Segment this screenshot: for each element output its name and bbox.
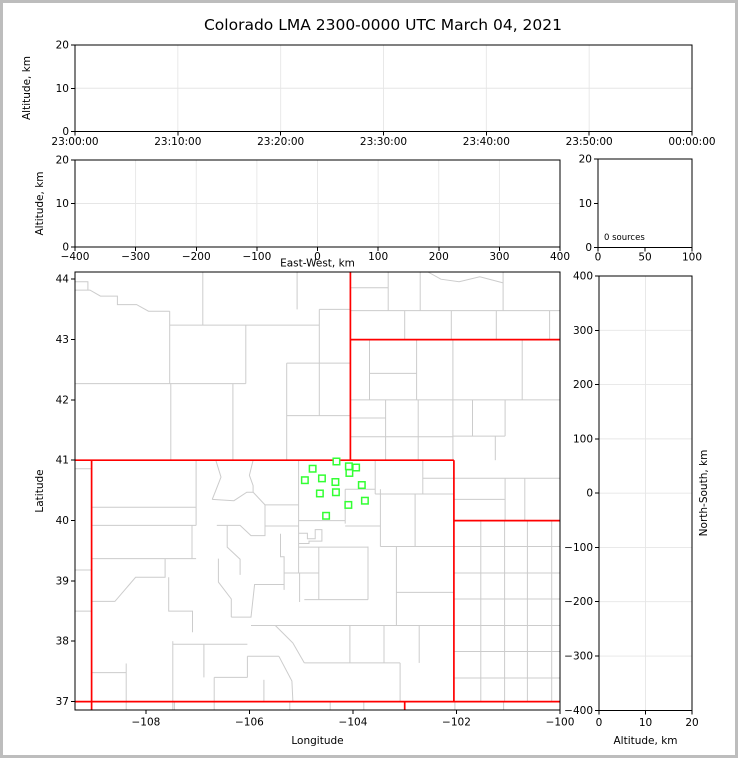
county-line	[91, 558, 166, 602]
county-line	[226, 525, 241, 575]
lma-station-marker	[344, 500, 353, 509]
x-tick-label: 50	[638, 252, 651, 264]
x-tick-label: 100	[368, 251, 388, 263]
x-tick-label: 23:00:00	[51, 136, 98, 148]
county-line	[252, 491, 266, 506]
y-tick-label: 41	[56, 455, 69, 467]
lma-station-marker	[345, 468, 354, 477]
y-tick-label: 39	[56, 575, 69, 587]
map-xlabel: Longitude	[291, 735, 343, 747]
county-line	[427, 271, 504, 284]
y-tick-label: 20	[56, 40, 69, 52]
x-tick-label: −100	[546, 717, 575, 729]
y-tick-label: 300	[573, 325, 593, 337]
x-tick-label: 400	[550, 251, 570, 263]
lma-station-marker	[357, 481, 366, 490]
x-tick-label: 0	[596, 717, 603, 729]
y-tick-label: 10	[56, 198, 69, 210]
x-tick-label: −300	[121, 251, 150, 263]
lma-station-marker	[352, 463, 361, 472]
x-tick-label: −100	[242, 251, 271, 263]
county-line	[280, 533, 285, 590]
county-line	[298, 529, 323, 544]
x-tick-label: 23:50:00	[566, 136, 613, 148]
county-line	[274, 625, 305, 664]
y-tick-label: 0	[586, 488, 593, 500]
lma-station-marker	[332, 457, 341, 466]
y-tick-label: 0	[62, 126, 69, 138]
x-tick-label: −400	[61, 251, 90, 263]
y-tick-label: 200	[573, 379, 593, 391]
map-ylabel: Latitude	[34, 469, 46, 512]
x-tick-label: 23:20:00	[257, 136, 304, 148]
x-tick-label: 0	[595, 252, 602, 264]
y-tick-label: 10	[579, 198, 592, 210]
y-tick-label: 400	[573, 271, 593, 283]
county-line	[217, 558, 232, 618]
ns-panel-xlabel: Altitude, km	[613, 735, 677, 747]
lma-station-marker	[315, 489, 324, 498]
county-line	[278, 656, 294, 702]
x-tick-label: −200	[182, 251, 211, 263]
y-tick-label: 100	[573, 433, 593, 445]
x-tick-label: 23:10:00	[154, 136, 201, 148]
county-line	[212, 491, 254, 502]
county-line	[75, 281, 89, 291]
y-tick-label: −100	[564, 542, 593, 554]
county-line	[248, 460, 254, 493]
county-line	[231, 584, 285, 618]
map-panel-box	[74, 271, 561, 711]
y-tick-label: 0	[585, 242, 592, 254]
y-tick-label: 44	[56, 274, 70, 286]
x-tick-label: 0	[314, 251, 321, 263]
ew-panel-ylabel: Altitude, km	[34, 171, 46, 235]
lma-station-marker	[331, 488, 340, 497]
y-tick-label: 10	[56, 83, 69, 95]
x-tick-label: −108	[131, 717, 160, 729]
x-tick-label: −106	[235, 717, 264, 729]
ew-panel-xlabel: East-West, km	[280, 258, 355, 270]
y-tick-label: 37	[56, 696, 69, 708]
plot-title: Colorado LMA 2300-0000 UTC March 04, 202…	[204, 16, 562, 34]
lma-station-marker	[322, 511, 331, 520]
y-tick-label: −200	[564, 596, 593, 608]
lma-station-marker	[317, 474, 326, 483]
x-tick-label: 100	[682, 252, 702, 264]
x-tick-label: 20	[685, 717, 698, 729]
y-tick-label: 42	[56, 394, 69, 406]
county-line	[216, 524, 266, 537]
ns-panel-ylabel: North-South, km	[698, 450, 710, 537]
generated-plot-content: 23:00:00 23:10:00 23:20:00 23:30:00 23:40:00…	[51, 40, 715, 729]
x-tick-label: −104	[339, 717, 368, 729]
lma-station-marker	[360, 496, 369, 505]
y-tick-label: 0	[62, 242, 69, 254]
x-tick-label: 23:30:00	[360, 136, 407, 148]
y-tick-label: 40	[56, 515, 69, 527]
lma-station-marker	[308, 464, 317, 473]
x-tick-label: 300	[489, 251, 509, 263]
x-tick-label: 10	[639, 717, 652, 729]
time-panel-ylabel: Altitude, km	[21, 56, 33, 120]
y-tick-label: 43	[56, 334, 69, 346]
y-tick-label: 20	[56, 155, 69, 167]
y-tick-label: 20	[579, 154, 592, 166]
y-tick-label: −300	[564, 651, 593, 663]
x-tick-label: −102	[442, 717, 471, 729]
county-line	[211, 460, 222, 500]
lma-station-marker	[331, 478, 340, 487]
lma-plot-svg: Colorado LMA 2300-0000 UTC March 04, 202…	[21, 16, 716, 747]
x-tick-label: 23:40:00	[463, 136, 510, 148]
x-tick-label: 00:00:00	[668, 136, 715, 148]
x-tick-label: 200	[429, 251, 449, 263]
county-line	[168, 577, 193, 633]
lma-station-marker	[300, 476, 309, 485]
y-tick-label: −400	[564, 705, 593, 717]
source-count-annotation: 0 sources	[604, 233, 645, 243]
county-line	[75, 289, 170, 312]
lma-station-marker	[344, 462, 353, 471]
y-tick-label: 38	[56, 636, 69, 648]
